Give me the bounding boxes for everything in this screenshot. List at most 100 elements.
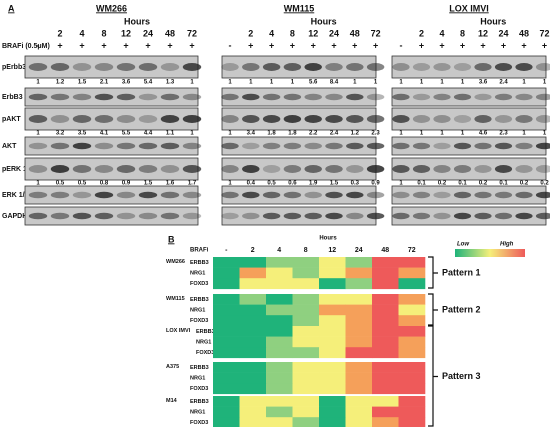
heat-cell — [292, 383, 320, 395]
heat-cell — [213, 396, 240, 407]
heat-cell — [319, 383, 346, 395]
treatment-sign: + — [331, 40, 336, 50]
quant-value: 0.2 — [438, 181, 447, 187]
band — [283, 212, 302, 220]
band — [535, 142, 550, 150]
quant-value: 3.4 — [247, 131, 256, 137]
time-label: 24 — [498, 28, 508, 38]
band — [182, 93, 202, 101]
quant-value: 0.9 — [371, 181, 380, 187]
heat-cell — [292, 294, 320, 305]
band — [433, 165, 451, 173]
heat-cell — [372, 417, 399, 427]
heat-cell — [292, 257, 320, 268]
band — [433, 212, 451, 220]
heat-cell — [213, 336, 240, 348]
band — [160, 191, 180, 199]
heat-cell — [345, 406, 373, 418]
quant-value: 1 — [399, 80, 403, 86]
band — [160, 142, 180, 150]
band — [50, 142, 70, 150]
band — [392, 212, 410, 220]
band — [262, 191, 281, 199]
quant-value: 0.5 — [56, 181, 65, 187]
band — [474, 191, 492, 199]
gene-label: ERBB3 — [190, 260, 209, 266]
gene-label: ERBB3 — [190, 297, 209, 303]
quant-value: 0.2 — [540, 181, 549, 187]
quant-value: 2.3 — [371, 131, 380, 137]
quant-value: 1 — [461, 80, 465, 86]
band — [412, 93, 431, 101]
treatment-sign: + — [123, 40, 128, 50]
band — [221, 115, 239, 123]
heat-cell — [292, 396, 320, 407]
heat-cell — [372, 267, 399, 279]
heat-cell — [345, 417, 373, 427]
heat-cell — [292, 278, 320, 290]
band — [515, 165, 533, 173]
quant-value: 0.2 — [520, 181, 529, 187]
time-label: 2 — [419, 28, 424, 38]
band — [515, 115, 533, 123]
band — [453, 165, 472, 173]
heat-cell — [319, 294, 346, 305]
band — [116, 165, 136, 173]
band — [325, 115, 343, 123]
heat-cell — [292, 315, 320, 327]
band — [453, 191, 472, 199]
band — [325, 93, 343, 101]
band — [494, 191, 513, 199]
band — [182, 165, 202, 173]
band — [116, 93, 136, 101]
heat-cell — [213, 362, 240, 373]
band — [94, 93, 114, 101]
heat-cell — [292, 372, 320, 384]
band — [366, 93, 385, 101]
band — [412, 212, 431, 220]
treatment-sign: - — [229, 40, 232, 50]
band — [182, 63, 202, 71]
band — [346, 165, 364, 173]
band — [346, 191, 364, 199]
band — [453, 63, 472, 71]
quant-value: 1 — [228, 80, 232, 86]
gene-label: FOXD3 — [190, 420, 208, 426]
band — [474, 115, 492, 123]
band — [366, 165, 385, 173]
time-label: 2 — [248, 28, 253, 38]
heat-cell — [398, 267, 426, 279]
quant-value: 5.6 — [309, 80, 318, 86]
band — [50, 63, 70, 71]
quant-value: 1.5 — [144, 181, 153, 187]
band — [72, 115, 92, 123]
heat-cell — [266, 406, 293, 418]
time-label: 12 — [121, 28, 131, 38]
band — [94, 165, 114, 173]
band — [242, 115, 260, 123]
band — [221, 165, 239, 173]
quant-value: 0.3 — [351, 181, 360, 187]
legend-low: Low — [457, 242, 469, 248]
band — [242, 63, 260, 71]
band — [325, 191, 343, 199]
cell-line: WM266 — [166, 259, 185, 265]
bracket — [428, 293, 438, 326]
band — [283, 115, 302, 123]
heat-cell — [239, 347, 267, 359]
band — [515, 142, 533, 150]
heat-cell — [292, 336, 320, 348]
band — [474, 93, 492, 101]
band — [412, 142, 431, 150]
band — [182, 191, 202, 199]
band — [50, 165, 70, 173]
heat-cell — [292, 326, 320, 337]
time-label: 24 — [143, 28, 153, 38]
band — [242, 191, 260, 199]
band — [221, 191, 239, 199]
heat-cell — [398, 406, 426, 418]
quant-value: 2.4 — [330, 131, 339, 137]
time-label: 24 — [329, 28, 339, 38]
heat-cell — [398, 257, 426, 268]
treatment-sign: + — [311, 40, 316, 50]
